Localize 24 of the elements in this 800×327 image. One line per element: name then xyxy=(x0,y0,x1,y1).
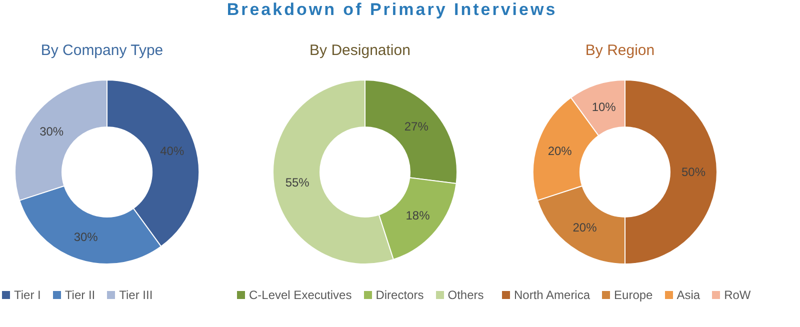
data-label: 20% xyxy=(572,220,598,234)
data-label: 40% xyxy=(160,144,184,158)
data-label: 30% xyxy=(40,124,64,139)
legend-label: Tier I xyxy=(13,288,41,302)
data-label: 27% xyxy=(404,120,429,134)
text: Breakdown of Primary Interviews xyxy=(226,0,558,19)
chart-title: By Region xyxy=(584,42,656,59)
data-label: 20% xyxy=(548,144,572,158)
legend-label: C-Level Executives xyxy=(248,288,352,302)
legend-label: Others xyxy=(446,288,484,302)
data-label: 50% xyxy=(681,165,706,179)
legend-label: Europe xyxy=(613,288,653,302)
legend-label: Asia xyxy=(676,288,700,302)
legend-label: Directors xyxy=(374,288,424,302)
legend-label: RoW xyxy=(723,288,751,302)
data-label: 30% xyxy=(74,230,98,244)
chart-title: By Company Type xyxy=(40,42,164,59)
data-label: 10% xyxy=(592,100,616,114)
legend-label: Tier III xyxy=(118,288,153,302)
legend-label: North America xyxy=(513,288,590,302)
legend-label: Tier II xyxy=(64,288,96,302)
data-label: 18% xyxy=(406,208,430,223)
data-label: 55% xyxy=(285,176,310,190)
chart-title: By Designation xyxy=(308,42,412,59)
